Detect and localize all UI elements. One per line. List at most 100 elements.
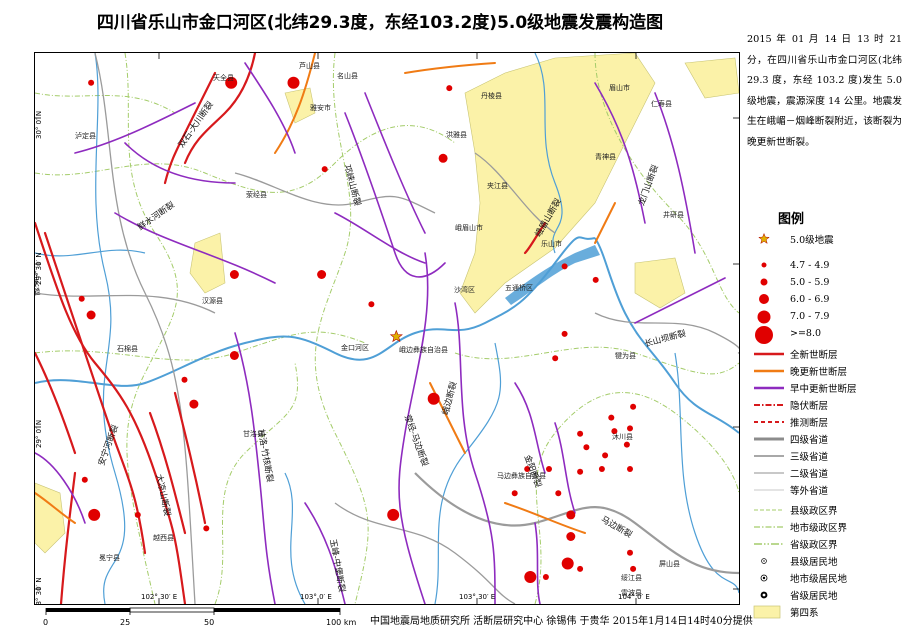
prefecture-boundary-icon: [752, 520, 786, 534]
eq-6.0-icon: [752, 292, 786, 306]
historic-earthquake-7: [317, 270, 327, 279]
legend-item-inferred-fault: 推测断层: [752, 415, 828, 429]
road-other-icon: [752, 483, 786, 497]
fault-line-10: [594, 202, 616, 244]
fault-line-13: [404, 62, 496, 74]
legend-label: 三级省道: [790, 452, 829, 463]
historic-earthquake-43: [627, 549, 633, 556]
historic-earthquake-28: [627, 466, 633, 472]
legend-label: 7.0 - 7.9: [790, 310, 830, 322]
road-3-icon: [752, 449, 786, 463]
early-mid-pleistocene-fault-icon: [752, 381, 786, 395]
place-label: 冕宁县: [99, 554, 120, 562]
historic-earthquake-11: [189, 399, 199, 409]
basemap: [35, 53, 739, 604]
eq-5.0-icon: [752, 275, 786, 289]
fault-line-22: [74, 102, 196, 154]
fault-line-32: [534, 522, 541, 604]
fault-line-9: [274, 53, 316, 154]
fault-line-29: [514, 382, 546, 474]
historic-earthquake-12: [181, 376, 188, 383]
fault-line-27: [634, 277, 726, 324]
historic-earthquake-16: [592, 276, 599, 283]
province-boundary-icon: [752, 537, 786, 551]
historic-earthquake-37: [88, 508, 101, 521]
fault-line-8: [35, 351, 77, 455]
legend-label: 6.0 - 6.9: [790, 293, 830, 305]
county-settlement-icon: [752, 554, 786, 568]
legend-label: 地市级居民地: [790, 574, 848, 585]
hidden-fault-icon: [752, 398, 786, 412]
quaternary-area-1: [189, 232, 226, 294]
historic-earthquake-25: [546, 466, 552, 472]
historic-earthquake-44: [630, 565, 637, 572]
legend-label: 省级政区界: [790, 540, 838, 551]
lon-label: 104° 0′ E: [618, 593, 650, 601]
historic-earthquake-2: [287, 76, 300, 89]
fault-line-18: [454, 302, 496, 604]
river-1: [594, 237, 739, 434]
fault-line-11: [504, 502, 586, 534]
epicenter-star: [389, 329, 403, 343]
scale-label-50: 50: [204, 618, 215, 627]
legend-label: 二级省道: [790, 469, 829, 480]
place-label: 名山县: [337, 72, 358, 80]
historic-earthquake-29: [608, 414, 615, 421]
fault-line-21: [124, 142, 236, 184]
road-2-icon: [752, 466, 786, 480]
place-label: 金口河区: [341, 344, 369, 352]
fault-line-0: [35, 221, 187, 604]
boundary-7: [594, 53, 739, 314]
historic-earthquake-30: [611, 428, 618, 435]
quaternary-area-2: [35, 482, 66, 554]
historic-earthquake-39: [81, 476, 88, 483]
legend-item-prefecture-boundary: 地市级政区界: [752, 520, 847, 534]
fault-line-5: [183, 53, 257, 165]
scale-bar: 0 25 50 100 km: [34, 606, 356, 640]
legend-label: 推测断层: [790, 418, 829, 429]
legend-label: 5.0 - 5.9: [790, 276, 830, 288]
star-icon: [752, 232, 786, 246]
fault-line-1: [43, 231, 147, 555]
place-label: 雅安市: [310, 104, 331, 112]
historic-earthquake-10: [229, 351, 239, 360]
road-4: [35, 292, 216, 314]
legend-label: 5.0级地震: [790, 235, 834, 246]
fault-line-28: [554, 422, 576, 514]
legend-item-late-pleistocene-fault: 晚更新世断层: [752, 364, 847, 378]
historic-earthquake-27: [627, 425, 633, 432]
legend-item-eq-6.0: 6.0 - 6.9: [752, 292, 829, 306]
county-boundary-icon: [752, 503, 786, 517]
quaternary-icon: [752, 605, 786, 619]
legend-label: 省级居民地: [790, 591, 838, 602]
map-frame[interactable]: 天全县 芦山县 名山县 雅安市 丹棱县 眉山市 青神县 仁寿县 荥经县 洪雅县 夹江县 峨眉山市 乐山市…: [34, 52, 740, 605]
fault-line-20: [304, 502, 346, 604]
place-label: 井研县: [663, 211, 684, 219]
boundary-6: [214, 362, 299, 604]
fault-line-4: [173, 391, 207, 525]
holocene-fault-icon: [752, 347, 786, 361]
boundary-4: [35, 331, 366, 361]
legend-item-province-boundary: 省级政区界: [752, 537, 838, 551]
place-label: 丹棱县: [481, 92, 502, 100]
historic-earthquake-26: [630, 403, 637, 410]
legend-item-prefecture-settlement: 地市级居民地: [752, 571, 847, 585]
historic-earthquake-23: [542, 574, 549, 580]
boundary-2: [314, 53, 369, 604]
legend-item-road-3: 三级省道: [752, 449, 828, 463]
historic-earthquake-8: [86, 310, 96, 320]
lon-label: 102° 30′ E: [141, 593, 178, 601]
legend-item-county-settlement: 县级居民地: [752, 554, 838, 568]
fault-line-19: [234, 332, 276, 604]
event-description: 2015 年 01 月 14 日 13 时 21 分，在四川省乐山市金口河区(北…: [747, 34, 902, 148]
earthquake-layer: [78, 76, 637, 583]
lat-label: 30° 0′ N: [35, 110, 43, 139]
historic-earthquake-4: [446, 85, 453, 92]
legend-item-hidden-fault: 隐伏断层: [752, 398, 828, 412]
place-label: 雷波县: [621, 589, 642, 597]
road-5: [594, 312, 739, 354]
place-label: 天全县: [213, 74, 234, 82]
place-label: 越西县: [153, 534, 174, 542]
quaternary-area-4: [634, 257, 686, 309]
legend-label: 县级政区界: [790, 506, 838, 517]
